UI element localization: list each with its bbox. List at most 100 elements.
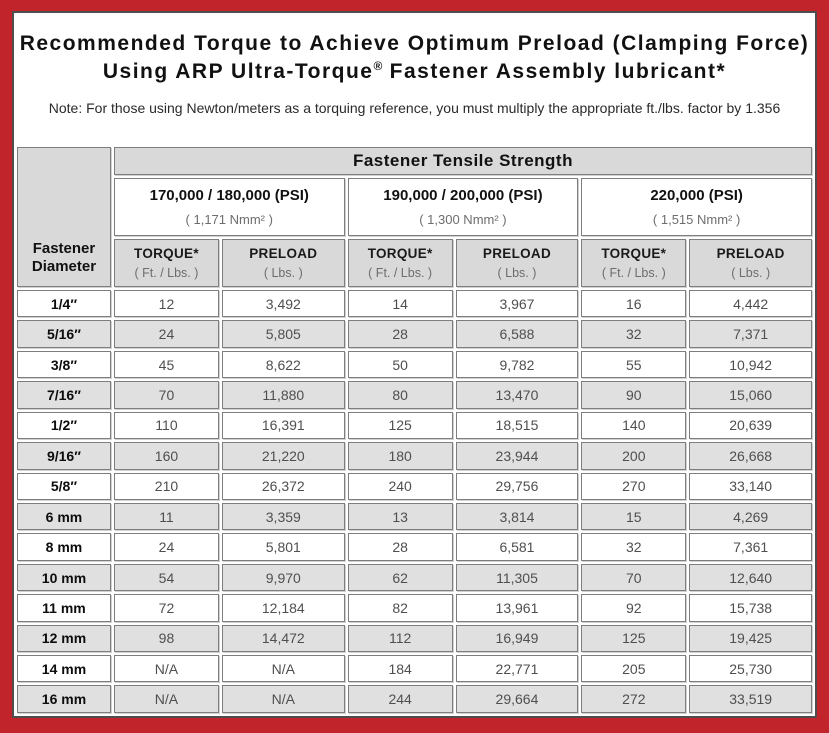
column-label: PRELOAD (716, 246, 785, 261)
preload-value-cell: 7,361 (689, 533, 812, 561)
torque-value-cell: 45 (113, 350, 219, 379)
torque-value-cell: 140 (581, 411, 687, 440)
fastener-diameter-cell: 14 mm (17, 655, 111, 683)
column-unit: ( Lbs. ) (731, 266, 771, 280)
fastener-diameter-cell: 5/8″ (17, 472, 111, 500)
torque-value-cell: 28 (347, 533, 453, 561)
torque-value-cell: 272 (581, 685, 687, 713)
preload-value-cell: 20,639 (689, 411, 812, 440)
torque-value-cell: 70 (113, 381, 219, 409)
preload-value-cell: 21,220 (222, 442, 345, 470)
torque-value-cell: 50 (347, 350, 453, 379)
preload-value-cell: 6,588 (455, 320, 579, 348)
preload-value-cell: 22,771 (455, 655, 579, 683)
fastener-diameter-header: Fastener Diameter (17, 147, 111, 287)
table-row: 10 mm 54 9,970 62 11,305 70 12,640 (17, 563, 812, 592)
preload-value-cell: 26,668 (689, 442, 812, 470)
column-label: TORQUE* (134, 246, 199, 261)
document-sheet: Recommended Torque to Achieve Optimum Pr… (12, 11, 817, 718)
torque-value-cell: 210 (113, 472, 219, 500)
fastener-diameter-cell: 5/16″ (17, 320, 111, 348)
torque-value-cell: 11 (113, 502, 219, 531)
preload-value-cell: 29,664 (455, 685, 579, 713)
fastener-diameter-header-line1: Fastener (32, 239, 96, 257)
nmm-value: ( 1,300 Nmm² ) (419, 212, 507, 227)
table-row: 6 mm 11 3,359 13 3,814 15 4,269 (17, 502, 812, 531)
tensile-strength-header-row: Fastener Diameter Fastener Tensile Stren… (17, 147, 812, 287)
torque-value-cell: 24 (113, 320, 219, 348)
preload-value-cell: N/A (222, 685, 345, 713)
torque-value-cell: 200 (581, 442, 687, 470)
preload-value-cell: 9,970 (222, 563, 345, 592)
torque-value-cell: 54 (113, 563, 219, 592)
torque-value-cell: 82 (347, 594, 453, 622)
fastener-diameter-cell: 10 mm (17, 563, 111, 592)
torque-value-cell: 13 (347, 502, 453, 531)
title-block: Recommended Torque to Achieve Optimum Pr… (14, 13, 815, 144)
preload-value-cell: 25,730 (689, 655, 812, 683)
preload-value-cell: 29,756 (455, 472, 579, 500)
fastener-diameter-cell: 3/8″ (17, 350, 111, 379)
preload-value-cell: 11,305 (455, 563, 579, 592)
torque-value-cell: 72 (113, 594, 219, 622)
torque-value-cell: 70 (581, 563, 687, 592)
preload-value-cell: 8,622 (222, 350, 345, 379)
psi-value: 170,000 / 180,000 (PSI) (149, 187, 309, 204)
table-row: 12 mm 98 14,472 112 16,949 125 19,425 (17, 624, 812, 653)
table-row: 7/16″ 70 11,880 80 13,470 90 15,060 (17, 381, 812, 409)
torque-value-cell: 270 (581, 472, 687, 500)
preload-column-header: PRELOAD ( Lbs. ) (689, 239, 812, 287)
table-row: 11 mm 72 12,184 82 13,961 92 15,738 (17, 594, 812, 622)
fastener-diameter-cell: 9/16″ (17, 442, 111, 470)
preload-value-cell: 12,184 (222, 594, 345, 622)
preload-value-cell: 3,814 (455, 502, 579, 531)
psi-value: 220,000 (PSI) (650, 187, 743, 204)
psi-group-170-180: 170,000 / 180,000 (PSI) ( 1,171 Nmm² ) (113, 178, 345, 236)
psi-group-190-200: 190,000 / 200,000 (PSI) ( 1,300 Nmm² ) (347, 178, 579, 236)
title-line2-text: Using ARP Ultra-Torque (102, 60, 374, 84)
torque-value-cell: N/A (113, 685, 219, 713)
preload-value-cell: 10,942 (689, 350, 812, 379)
table-row: 8 mm 24 5,801 28 6,581 32 7,361 (17, 533, 812, 561)
nmm-value: ( 1,515 Nmm² ) (652, 212, 741, 227)
torque-value-cell: 92 (581, 594, 687, 622)
torque-value-cell: 62 (347, 563, 453, 592)
torque-value-cell: 244 (347, 685, 453, 713)
preload-value-cell: 3,492 (222, 290, 345, 318)
table-row: 1/4″ 12 3,492 14 3,967 16 4,442 (17, 290, 812, 318)
fastener-diameter-header-line2: Diameter (31, 258, 97, 276)
preload-value-cell: N/A (222, 655, 345, 683)
torque-value-cell: 180 (347, 442, 453, 470)
fastener-diameter-cell: 11 mm (17, 594, 111, 622)
preload-value-cell: 13,470 (455, 381, 579, 409)
fastener-diameter-cell: 7/16″ (17, 381, 111, 409)
fastener-diameter-cell: 1/2″ (17, 411, 111, 440)
torque-column-header: TORQUE* ( Ft. / Lbs. ) (113, 239, 219, 287)
torque-value-cell: 240 (347, 472, 453, 500)
table-row: 1/2″ 110 16,391 125 18,515 140 20,639 (17, 411, 812, 440)
table-row: 5/16″ 24 5,805 28 6,588 32 7,371 (17, 320, 812, 348)
torque-value-cell: 14 (347, 290, 453, 318)
torque-value-cell: 98 (113, 624, 219, 653)
fastener-diameter-cell: 1/4″ (17, 290, 111, 318)
torque-column-header: TORQUE* ( Ft. / Lbs. ) (347, 239, 453, 287)
torque-preload-header-row: TORQUE* ( Ft. / Lbs. ) PRELOAD ( Lbs. ) … (17, 239, 812, 287)
tensile-strength-header: Fastener Tensile Strength (113, 147, 812, 175)
preload-value-cell: 4,269 (689, 502, 812, 531)
preload-value-cell: 6,581 (455, 533, 579, 561)
torque-spec-table: Fastener Diameter Fastener Tensile Stren… (14, 144, 815, 716)
fastener-diameter-cell: 6 mm (17, 502, 111, 531)
column-unit: ( Ft. / Lbs. ) (601, 266, 666, 280)
fastener-diameter-cell: 12 mm (17, 624, 111, 653)
torque-value-cell: 32 (581, 533, 687, 561)
fastener-diameter-cell: 8 mm (17, 533, 111, 561)
conversion-note: Note: For those using Newton/meters as a… (48, 99, 781, 116)
title-line2-text-after: Fastener Assembly lubricant* (382, 60, 727, 84)
fastener-diameter-cell: 16 mm (17, 685, 111, 713)
column-label: TORQUE* (367, 246, 433, 261)
preload-value-cell: 3,359 (222, 502, 345, 531)
page-title-line1: Recommended Torque to Achieve Optimum Pr… (19, 32, 810, 55)
column-unit: ( Lbs. ) (497, 266, 537, 280)
preload-value-cell: 16,949 (455, 624, 579, 653)
preload-value-cell: 5,805 (222, 320, 345, 348)
